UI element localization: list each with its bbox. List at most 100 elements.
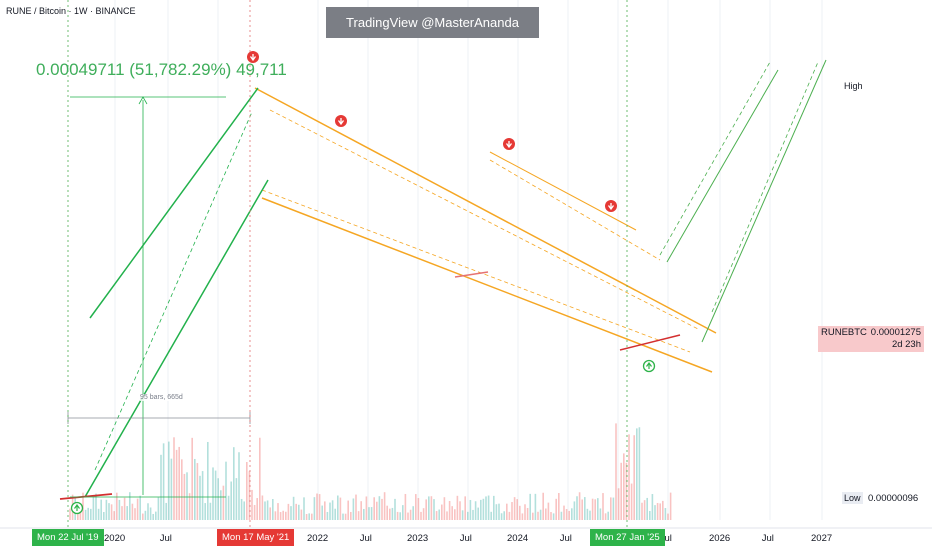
volume-bar [282, 510, 284, 520]
current-countdown: 2d 23h [891, 339, 921, 350]
volume-bars [69, 423, 672, 520]
volume-bar [430, 496, 433, 520]
volume-bar [563, 505, 565, 520]
volume-bar [168, 441, 170, 520]
volume-bar [126, 506, 128, 520]
volume-bar [248, 471, 251, 520]
volume-bar [503, 511, 505, 520]
volume-bar [131, 503, 134, 520]
volume-bar [555, 498, 557, 520]
volume-bar [469, 499, 472, 520]
low-value: 0.00000096 [868, 493, 919, 504]
volume-bar [196, 463, 199, 520]
volume-bar [571, 508, 573, 520]
x-tick-label: 2027 [811, 533, 833, 544]
volume-bar [573, 501, 576, 520]
volume-bar [368, 507, 370, 520]
volume-bar [568, 510, 570, 520]
x-tick-label: 2020 [104, 533, 126, 544]
volume-bar [230, 481, 232, 520]
volume-bar [656, 502, 659, 520]
volume-bar [560, 511, 563, 520]
volume-bar [602, 493, 604, 520]
volume-bar [160, 454, 162, 520]
volume-bar [578, 492, 581, 520]
volume-bar [472, 509, 474, 520]
volume-bar [594, 499, 596, 520]
buy-signal-icon [70, 501, 84, 515]
volume-bar [576, 496, 578, 520]
volume-bar [558, 493, 560, 520]
volume-bar [311, 513, 313, 520]
volume-bar [506, 503, 508, 520]
volume-bar [175, 449, 178, 520]
volume-bar [87, 507, 89, 520]
volume-bar [199, 475, 201, 520]
volume-bar [261, 495, 264, 520]
volume-bar [383, 492, 386, 520]
volume-bar [342, 513, 344, 520]
volume-bar [235, 478, 238, 520]
volume-bar [646, 497, 648, 520]
watermark: TradingView @MasterAnanda [326, 7, 539, 38]
volume-bar [487, 495, 490, 520]
volume-bar [402, 505, 404, 520]
volume-bar [493, 495, 495, 520]
volume-bar [485, 496, 487, 520]
markers [70, 51, 656, 515]
volume-bar [214, 470, 217, 520]
volume-bar [370, 507, 373, 520]
current-price: 0.00001275 [870, 327, 921, 338]
volume-bar [428, 496, 430, 520]
volume-bar [238, 452, 240, 520]
volume-bar [396, 511, 399, 520]
volume-bar [337, 495, 339, 520]
volume-bar [77, 508, 79, 520]
volume-bar [448, 500, 451, 520]
volume-bar [589, 510, 591, 520]
bars-note: 95 bars, 665d [140, 394, 183, 401]
volume-bar [123, 497, 126, 520]
volume-bar [365, 496, 368, 520]
volume-bar [376, 501, 378, 520]
volume-bar [373, 497, 375, 520]
volume-bar [290, 506, 292, 520]
x-tick-label: Jul [359, 533, 372, 544]
volume-bar [321, 505, 323, 520]
low-label: Low [842, 492, 863, 504]
volume-bar [90, 508, 92, 520]
volume-bar [95, 493, 97, 520]
volume-bar [209, 502, 212, 520]
volume-bar [565, 509, 568, 520]
high-label: High [842, 81, 865, 91]
volume-bar [461, 510, 464, 520]
volume-bar [604, 513, 607, 520]
volume-bar [222, 485, 225, 520]
volume-bar [513, 497, 516, 520]
volume-bar [246, 462, 248, 520]
volume-bar [264, 501, 266, 520]
volume-bar [422, 508, 425, 520]
sell-signal-icon [335, 115, 347, 127]
volume-bar [84, 509, 87, 520]
buy-signal-icon [642, 359, 656, 373]
volume-bar [654, 505, 656, 520]
volume-bar [516, 499, 518, 520]
volume-bar [534, 493, 537, 520]
x-tick-label: 2024 [507, 533, 529, 544]
volume-bar [664, 508, 667, 520]
volume-bar [331, 500, 334, 520]
volume-bar [105, 499, 108, 520]
volume-bar [155, 511, 157, 520]
volume-bar [584, 497, 586, 520]
volume-bar [118, 499, 121, 520]
volume-bar [638, 427, 641, 520]
volume-bar [547, 502, 550, 520]
volume-bar [612, 497, 615, 520]
volume-bar [113, 511, 115, 520]
volume-bar [404, 493, 407, 520]
volume-bar [667, 513, 669, 520]
volume-bar [253, 504, 256, 520]
volume-bar [435, 511, 438, 520]
